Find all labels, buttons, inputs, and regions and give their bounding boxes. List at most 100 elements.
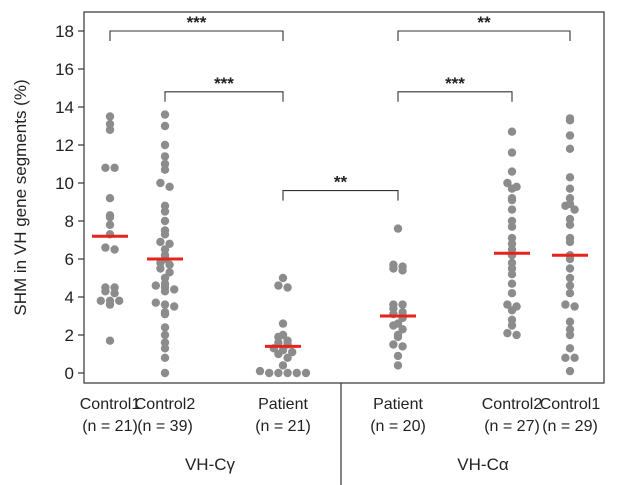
data-point (274, 338, 283, 347)
data-point (393, 224, 403, 233)
data-point (170, 302, 179, 311)
data-point (570, 205, 579, 214)
data-point (160, 216, 170, 226)
data-point (565, 131, 575, 140)
data-point (398, 266, 407, 275)
data-point (151, 281, 160, 290)
data-point (105, 220, 115, 229)
data-point (393, 361, 403, 370)
data-point (160, 207, 170, 216)
data-point (389, 264, 398, 273)
data-point (160, 165, 170, 174)
data-point (570, 353, 579, 362)
category-n-label: (n = 39) (137, 418, 193, 435)
y-tick-label: 8 (65, 212, 74, 231)
category-n-label: (n = 27) (484, 418, 540, 435)
y-tick-label: 14 (55, 98, 74, 117)
data-point (507, 289, 517, 298)
data-point (110, 245, 119, 254)
plot-frame (83, 11, 605, 384)
data-point (156, 178, 165, 188)
data-point (507, 184, 517, 193)
data-point (160, 287, 170, 296)
data-point (503, 300, 512, 309)
data-point (105, 112, 115, 121)
data-point (165, 268, 174, 277)
y-tick-label: 16 (55, 60, 74, 79)
data-point (160, 330, 170, 340)
data-point (156, 264, 165, 273)
data-point (561, 353, 570, 362)
data-point (160, 309, 170, 319)
data-point (165, 260, 174, 269)
data-point (393, 332, 403, 342)
data-point (101, 163, 110, 172)
category-label: Patient (258, 396, 308, 413)
group-label: VH-Cα (457, 455, 509, 474)
data-point (115, 296, 124, 305)
data-point (160, 110, 170, 119)
data-point (565, 144, 575, 153)
data-point (160, 121, 170, 131)
data-point (101, 243, 110, 252)
significance-label: ** (477, 13, 491, 32)
y-tick-label: 18 (55, 22, 74, 41)
category-n-label: (n = 21) (255, 418, 311, 435)
data-point (274, 349, 283, 359)
significance-label: *** (187, 13, 207, 32)
data-point (507, 270, 517, 279)
significance-bracket (164, 91, 284, 102)
data-point (565, 273, 575, 283)
data-point (561, 300, 570, 309)
data-point (105, 336, 115, 345)
data-point (160, 323, 170, 332)
data-point (265, 368, 274, 378)
data-point (301, 368, 311, 378)
data-point (507, 195, 517, 205)
data-point (110, 289, 119, 298)
y-tick-label: 10 (55, 174, 74, 193)
data-point (503, 178, 512, 188)
data-point (160, 353, 170, 362)
data-point (389, 321, 398, 330)
data-point (398, 325, 407, 334)
data-point (570, 302, 579, 311)
data-point (160, 152, 170, 161)
y-tick-label: 0 (65, 364, 74, 383)
data-point (160, 368, 170, 378)
data-point (389, 340, 398, 349)
category-label: Control2 (135, 396, 196, 413)
category-n-label: (n = 29) (542, 418, 598, 435)
data-point (105, 125, 115, 134)
category-label: Patient (373, 396, 423, 413)
data-point (160, 300, 170, 309)
significance-bracket (282, 190, 399, 201)
data-point (565, 264, 575, 273)
data-point (274, 281, 283, 290)
data-point (151, 298, 160, 307)
category-label: Control2 (482, 396, 543, 413)
data-point (170, 285, 179, 294)
data-point (561, 201, 570, 210)
significance-bracket (109, 30, 284, 41)
data-point (565, 237, 575, 247)
data-point (565, 344, 575, 353)
significance-label: *** (445, 74, 465, 93)
data-point (398, 300, 407, 309)
data-point (101, 287, 110, 296)
data-point (255, 366, 265, 376)
data-point (278, 273, 288, 283)
y-tick-label: 12 (55, 136, 74, 155)
y-axis-label: SHM in VH gene segments (%) (11, 79, 30, 315)
data-point (292, 368, 301, 378)
data-point (398, 342, 407, 351)
data-point (507, 127, 517, 136)
data-point (165, 239, 174, 248)
data-point (283, 283, 292, 292)
significance-bracket (397, 91, 513, 102)
data-point (507, 167, 517, 176)
data-point (507, 222, 517, 231)
data-point (565, 173, 575, 182)
data-point (565, 184, 575, 193)
data-point (503, 328, 512, 338)
